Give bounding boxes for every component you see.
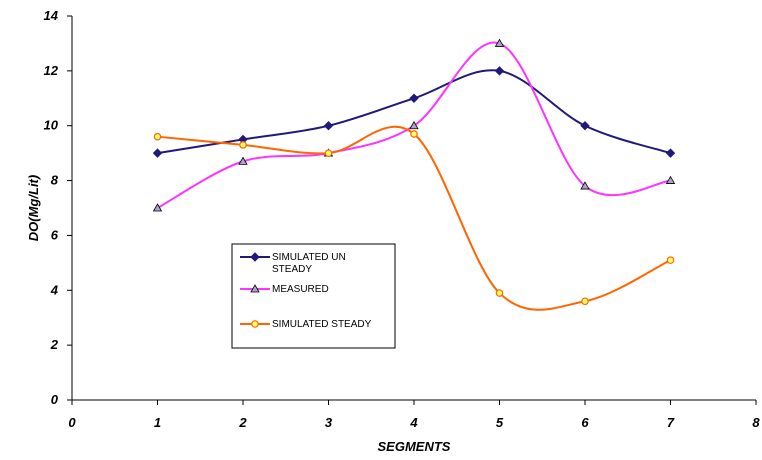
x-tick-label: 3 [325, 415, 333, 430]
y-tick-label: 0 [51, 392, 59, 407]
y-tick-label: 4 [50, 282, 59, 297]
x-tick-label: 5 [496, 415, 504, 430]
x-tick-label: 1 [154, 415, 161, 430]
series-2-point [581, 297, 589, 306]
y-tick-label: 8 [51, 173, 59, 188]
series-0-point [323, 121, 334, 131]
series-0-point [580, 121, 590, 131]
series-1-point [238, 156, 248, 165]
series-1-point [580, 181, 590, 190]
x-tick-label: 6 [581, 415, 589, 430]
series-0-point [494, 66, 505, 76]
series-1-point [665, 175, 676, 184]
legend-box [231, 243, 396, 349]
series-2-point [666, 256, 675, 264]
legend-swatch-marker-2 [251, 320, 259, 328]
x-tick-label: 4 [409, 415, 418, 430]
series-1-point [152, 203, 163, 212]
series-2-point [239, 141, 247, 149]
x-axis-title: SEGMENTS [378, 439, 451, 454]
series-0-point [152, 148, 163, 158]
series-2-point [153, 132, 162, 141]
legend-swatch-marker-0 [250, 252, 260, 262]
series-line-0 [157, 69, 671, 155]
legend-swatch-marker-1 [250, 284, 260, 293]
series-group [152, 38, 676, 311]
x-tick-label: 8 [752, 415, 760, 430]
y-tick-label: 10 [44, 118, 59, 133]
series-2-point [324, 149, 333, 157]
y-axis-title: DO(Mg/Lit) [26, 175, 41, 241]
x-tick-label: 7 [667, 415, 675, 430]
y-tick-label: 14 [44, 8, 59, 23]
legend-label-1: MEASURED [272, 284, 329, 295]
y-tick-label: 2 [50, 337, 59, 352]
series-2-point [410, 130, 418, 138]
series-2-point [495, 289, 504, 297]
x-ticks: 0 1 2 3 4 5 6 7 8 [68, 400, 760, 430]
y-tick-label: 6 [51, 227, 59, 242]
series-1-point [409, 120, 419, 130]
y-tick-label: 12 [44, 63, 59, 78]
series-0-point [665, 148, 676, 158]
legend-label-0: STEADY [272, 264, 312, 275]
legend-label-2: SIMULATED STEADY [272, 319, 372, 330]
axes [71, 16, 756, 401]
legend-label-0: SIMULATED UN [272, 252, 346, 263]
series-0-point [409, 93, 419, 103]
x-tick-label: 0 [68, 415, 76, 430]
y-ticks: 0 2 4 6 8 10 12 14 [44, 8, 72, 407]
series-1-point [494, 38, 505, 47]
x-tick-label: 2 [238, 415, 247, 430]
